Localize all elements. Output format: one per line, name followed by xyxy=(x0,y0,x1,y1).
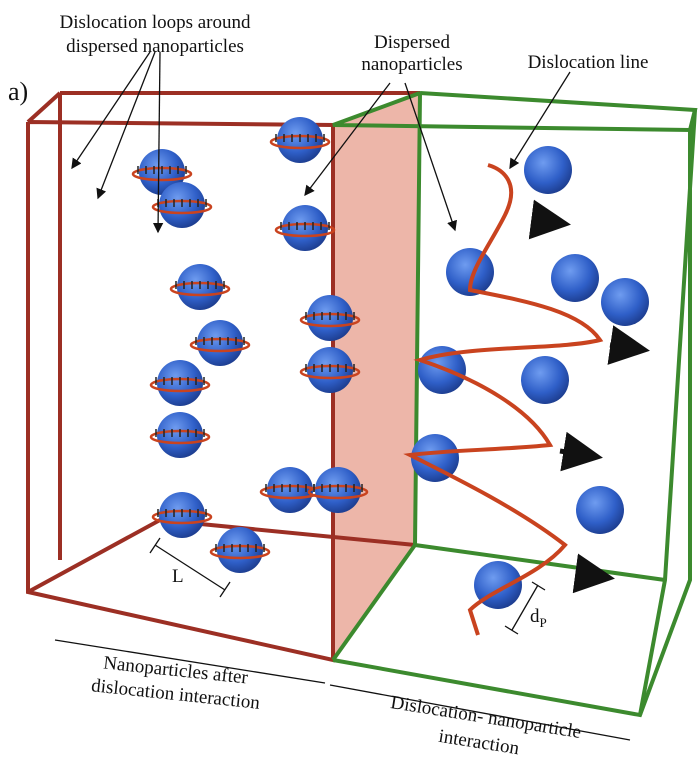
dislocation-line-label: Dislocation line xyxy=(528,52,649,73)
nanoparticle xyxy=(551,254,599,302)
nanoparticle xyxy=(576,486,624,534)
diameter-label: dP xyxy=(530,606,547,630)
dispersed-label: Dispersed xyxy=(374,32,450,53)
spacing-label: L xyxy=(172,566,184,587)
diameter-symbol: d xyxy=(530,606,540,627)
nanoparticle xyxy=(601,278,649,326)
diameter-subscript: P xyxy=(540,615,547,630)
dispersed-label: nanoparticles xyxy=(361,54,462,75)
diagram: Dislocation loops around dispersed nanop… xyxy=(0,0,699,772)
loops-label: Dislocation loops around xyxy=(59,12,251,33)
loops-label: dispersed nanoparticles xyxy=(66,36,244,57)
nanoparticle xyxy=(524,146,572,194)
nanoparticle xyxy=(521,356,569,404)
panel-label: a) xyxy=(8,77,28,106)
